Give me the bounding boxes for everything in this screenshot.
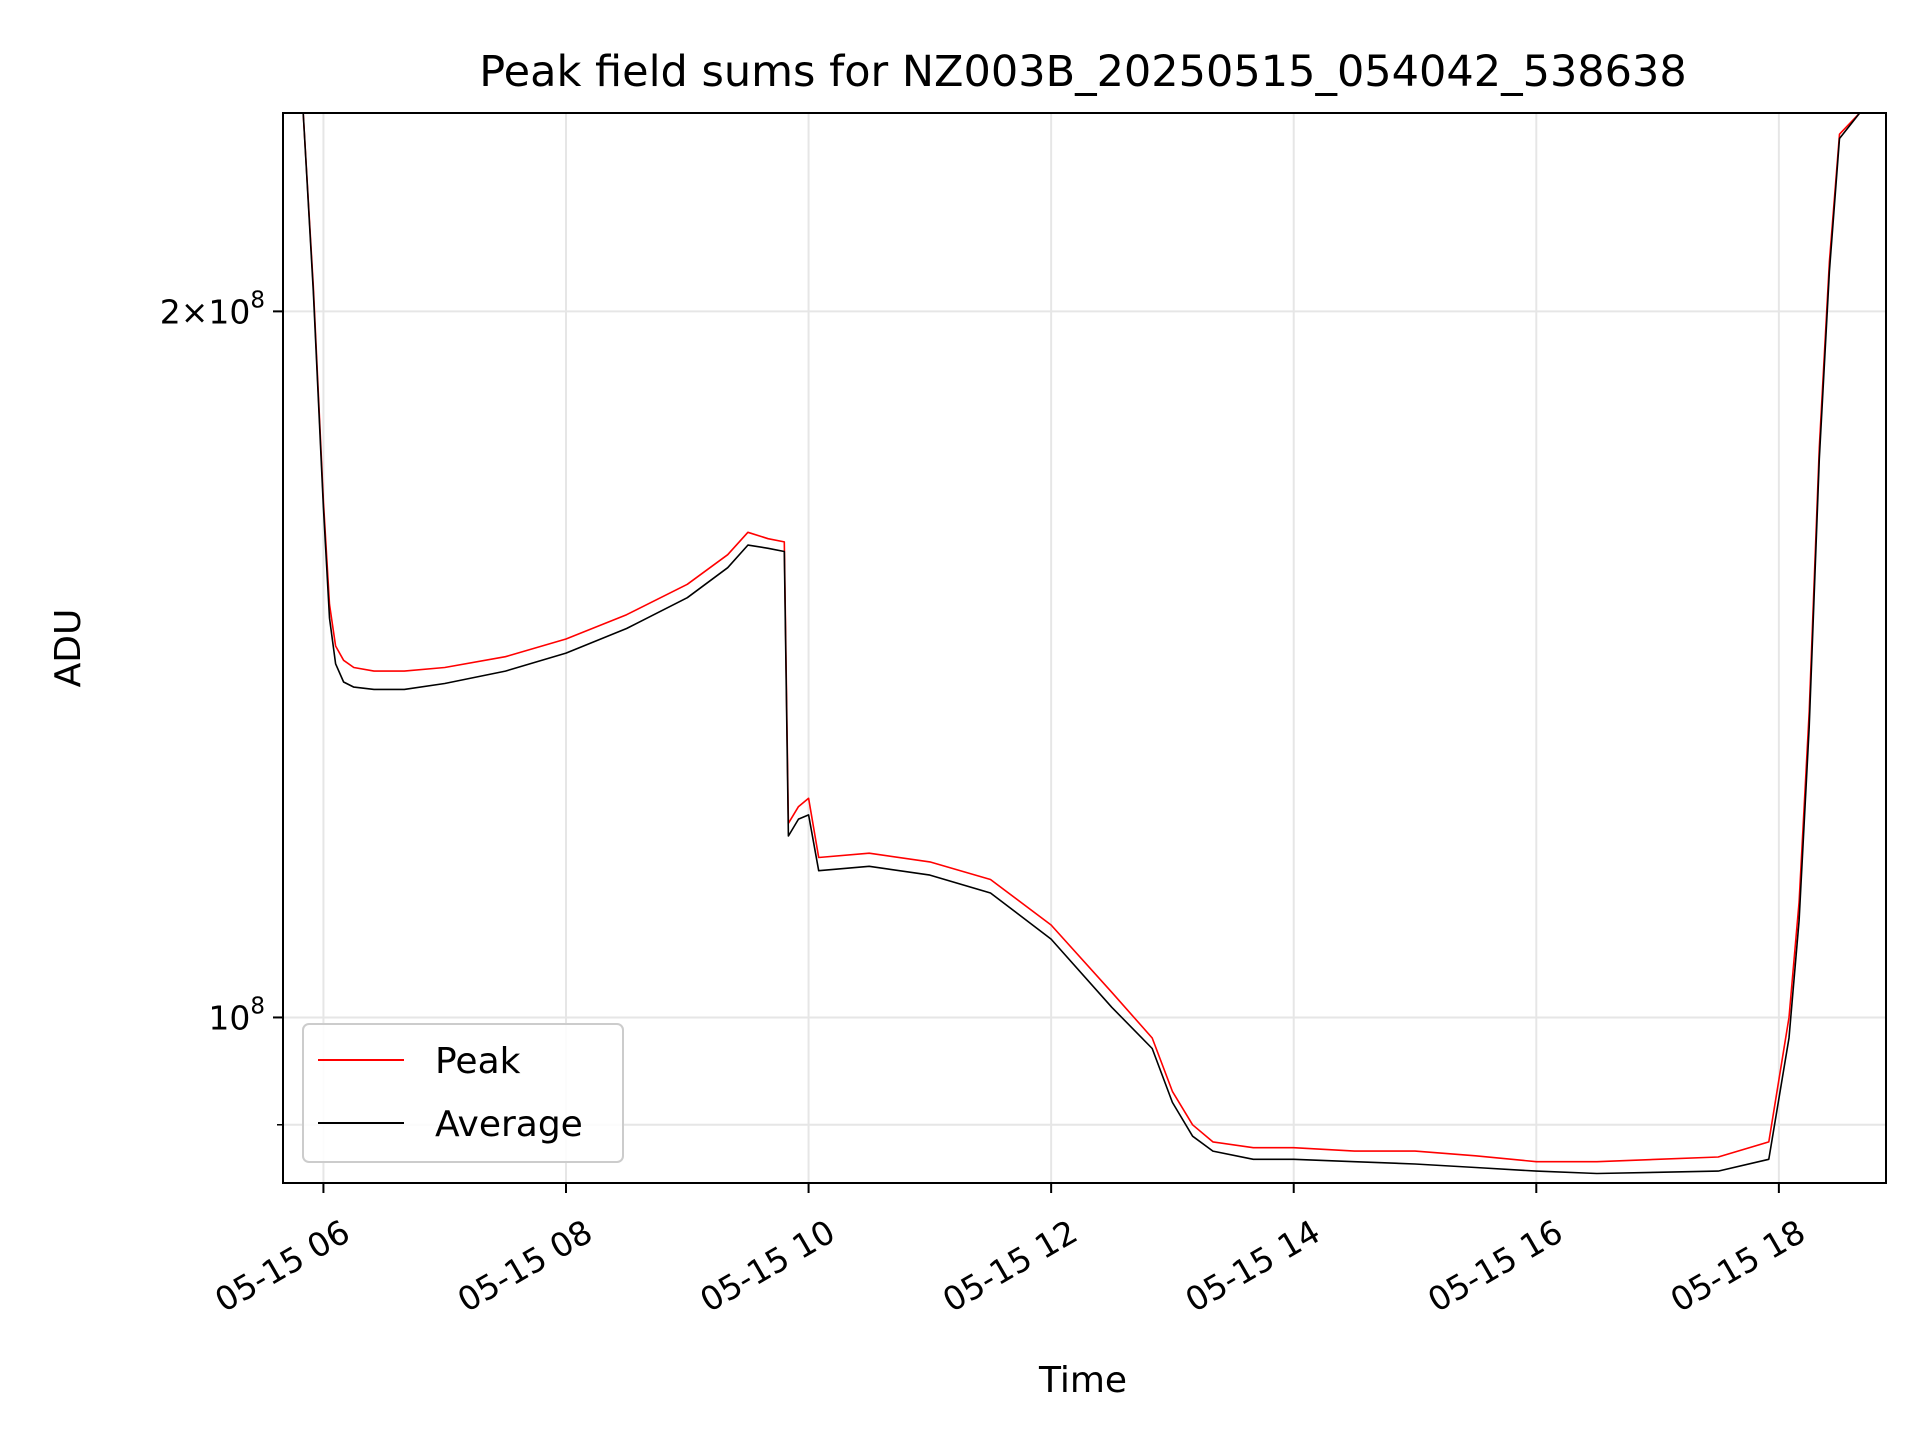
legend-box (302, 1023, 624, 1163)
series-line-average (283, 113, 1886, 1175)
series-line-peak (283, 113, 1886, 1163)
y-tick-label: 2×108 (160, 287, 265, 331)
x-axis-label: Time (1038, 1360, 1127, 1401)
y-axis-label: ADU (48, 609, 89, 688)
y-tick-label: 108 (208, 993, 265, 1037)
legend-label-peak: Peak (435, 1041, 521, 1082)
grid (283, 113, 1886, 1183)
legend-label-average: Average (435, 1104, 583, 1145)
legend: Peak Average (302, 1023, 624, 1163)
series-layer (283, 113, 1886, 1175)
chart-title: Peak field sums for NZ003B_20250515_0540… (479, 47, 1687, 97)
plot-frame (282, 112, 1887, 1184)
y-axis: 2×108 108 (160, 287, 283, 1126)
